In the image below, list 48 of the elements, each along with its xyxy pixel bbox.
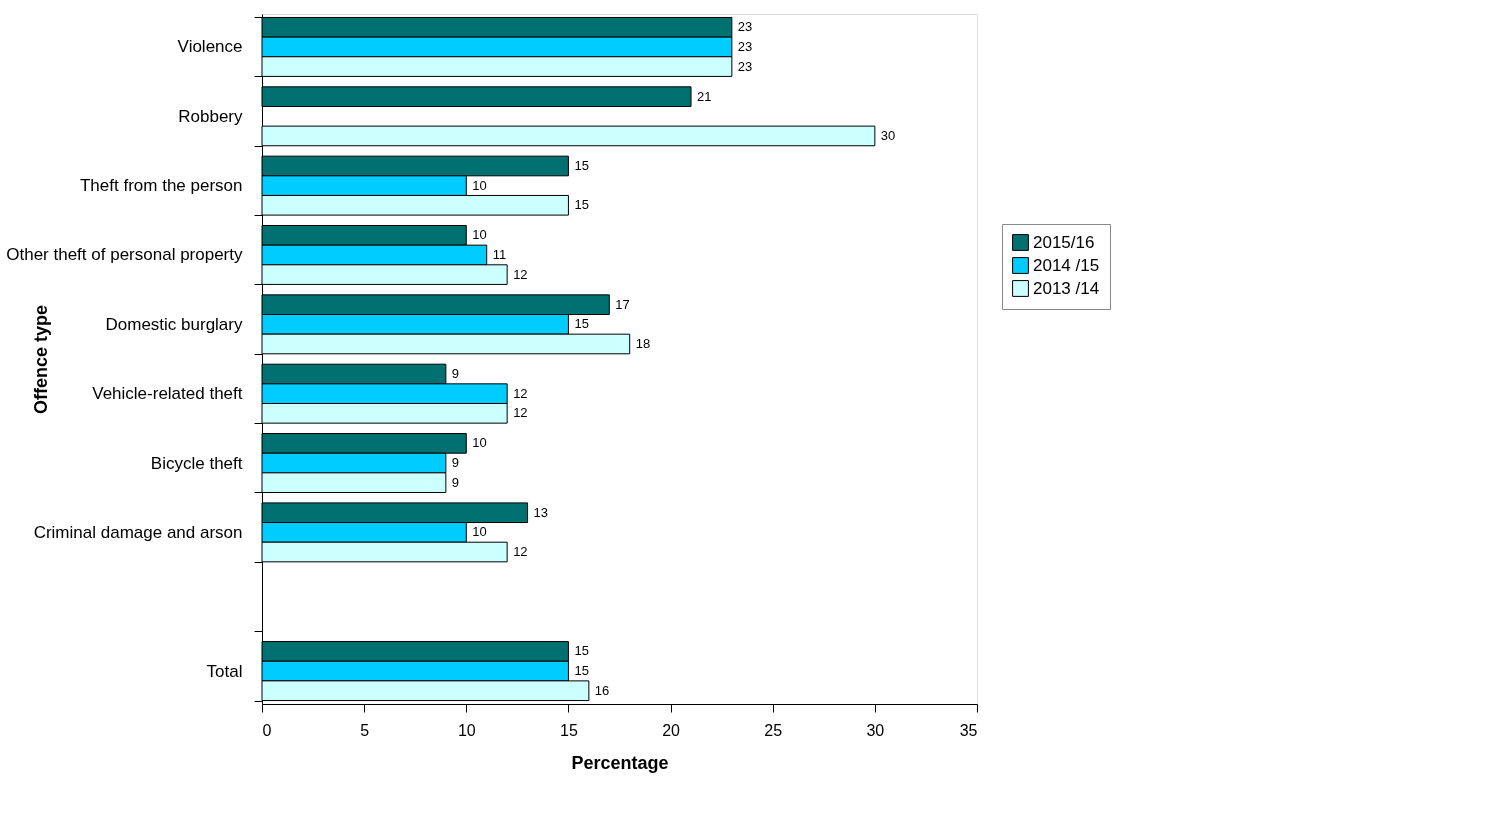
data-label: 10 [472, 177, 487, 193]
legend-label: 2014 /15 [1033, 255, 1100, 275]
x-tick-label: 0 [262, 721, 272, 739]
data-label: 12 [513, 405, 528, 421]
data-label: 10 [472, 524, 487, 540]
data-label: 15 [574, 316, 589, 332]
data-label: 9 [451, 474, 460, 490]
data-label: 9 [451, 455, 460, 471]
x-tick-label: 10 [457, 721, 476, 739]
data-label: 15 [574, 197, 589, 213]
data-label: 10 [472, 435, 487, 451]
legend-label: 2015/16 [1033, 232, 1095, 252]
y-axis-title: Offence type [30, 304, 51, 415]
y-tick-label: Vehicle-related theft [92, 384, 243, 404]
y-tick-label: Bicycle theft [150, 453, 243, 473]
data-label: 15 [574, 663, 589, 679]
data-label: 30 [880, 127, 896, 143]
data-label: 16 [594, 682, 610, 698]
data-label: 15 [574, 643, 589, 659]
x-tick-label: 5 [360, 721, 370, 739]
x-tick-label: 20 [662, 721, 681, 739]
data-label: 21 [697, 88, 712, 104]
y-tick-label: Criminal damage and arson [33, 522, 243, 542]
y-tick-label: Total [206, 661, 243, 681]
y-tick-label: Violence [177, 37, 243, 57]
y-tick-label: Domestic burglary [105, 314, 243, 334]
x-tick-label: 35 [959, 721, 978, 739]
data-label: 13 [533, 504, 549, 520]
data-label: 9 [451, 366, 460, 382]
data-label: 23 [737, 19, 753, 35]
y-tick-label: Other theft of personal property [6, 245, 243, 265]
data-label: 12 [513, 544, 528, 560]
x-axis-title: Percentage [571, 752, 669, 773]
data-label: 15 [574, 157, 589, 173]
data-label: 12 [513, 266, 528, 282]
data-label: 12 [513, 385, 528, 401]
y-tick-label: Robbery [178, 106, 243, 126]
data-label: 17 [615, 296, 630, 312]
legend-label: 2013 /14 [1033, 278, 1100, 298]
x-tick-label: 25 [764, 721, 783, 739]
data-label: 10 [472, 227, 487, 243]
x-tick-label: 30 [866, 721, 885, 739]
data-label: 23 [737, 38, 753, 54]
data-label: 11 [492, 246, 507, 262]
data-label: 18 [635, 335, 651, 351]
y-tick-label: Theft from the person [79, 176, 243, 196]
data-label: 23 [737, 58, 753, 74]
x-tick-label: 15 [560, 721, 578, 739]
